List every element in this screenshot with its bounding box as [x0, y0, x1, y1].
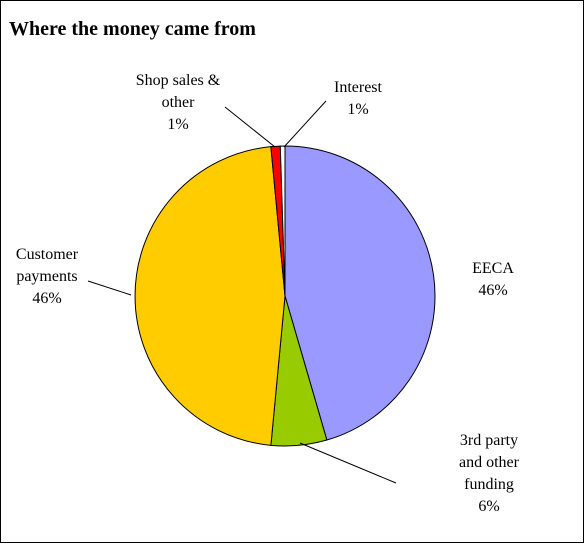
slice-name: Interest: [334, 79, 383, 96]
leader-line: [224, 106, 276, 148]
slice-percent: 1%: [167, 116, 188, 133]
pie-slice-customer-payments: [134, 146, 286, 446]
slice-label: Customer payments 46%: [16, 246, 79, 307]
slice-percent: 46%: [478, 282, 507, 299]
slice-name: EECA: [472, 260, 514, 277]
slice-percent: 46%: [32, 290, 61, 307]
chart-title: Where the money came from: [9, 18, 256, 40]
pie-slice-eeca: [284, 145, 436, 441]
slice-name: other: [162, 94, 196, 111]
slice-labels: EECA 46% 3rd party and other funding 6% Custom…: [16, 72, 520, 515]
slice-name: Shop sales &: [136, 72, 221, 89]
slice-name: and other: [459, 454, 520, 471]
slice-label: Shop sales & other 1%: [136, 72, 221, 133]
slice-name: payments: [16, 268, 77, 285]
slice-label: EECA 46%: [472, 260, 514, 299]
slice-name: Customer: [16, 246, 79, 263]
slice-percent: 6%: [478, 498, 499, 515]
slice-label: Interest 1%: [334, 79, 383, 118]
leader-lines: [87, 100, 397, 484]
slice-percent: 1%: [347, 101, 368, 118]
slice-label: 3rd party and other funding 6%: [459, 432, 520, 515]
leader-line: [299, 442, 397, 484]
slice-name: 3rd party: [460, 432, 518, 449]
leader-line: [283, 100, 327, 148]
slice-name: funding: [464, 476, 514, 493]
pie-slices: [134, 145, 436, 447]
leader-line: [87, 280, 132, 296]
